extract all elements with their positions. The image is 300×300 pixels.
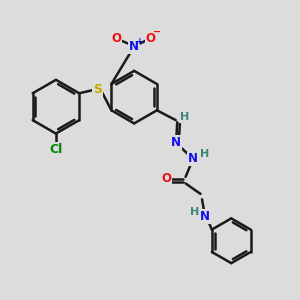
Text: N: N — [188, 152, 198, 166]
Text: S: S — [93, 83, 102, 96]
Text: O: O — [111, 32, 121, 44]
Text: −: − — [153, 27, 161, 37]
Text: N: N — [200, 210, 210, 223]
Text: O: O — [161, 172, 171, 185]
Text: +: + — [136, 37, 144, 46]
Text: Cl: Cl — [49, 142, 63, 156]
Text: N: N — [129, 40, 139, 53]
Text: O: O — [146, 32, 156, 44]
Text: H: H — [190, 207, 199, 217]
Text: H: H — [200, 148, 209, 159]
Text: H: H — [180, 112, 189, 122]
Text: N: N — [171, 136, 181, 149]
